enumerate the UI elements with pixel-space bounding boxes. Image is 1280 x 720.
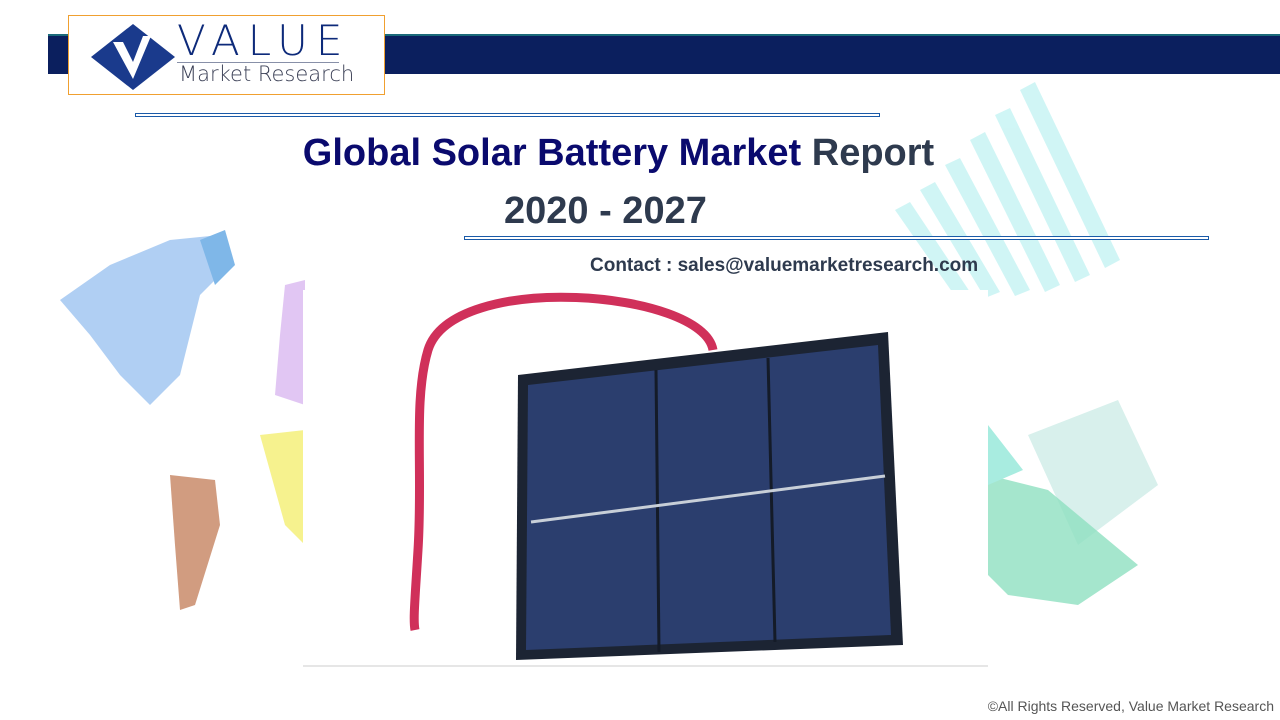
logo-subtitle-text: Market Research [179, 62, 355, 86]
company-logo[interactable]: VALUE Market Research [68, 15, 385, 95]
contact-email[interactable]: Contact : sales@valuemarketresearch.com [590, 255, 979, 276]
pie-chart-graphic [988, 400, 1158, 605]
logo-brand-text: VALUE [177, 16, 351, 65]
copyright-footer: ©All Rights Reserved, Value Market Resea… [987, 698, 1274, 714]
solar-panel-image [303, 290, 988, 668]
logo-divider [177, 62, 339, 63]
title-main: Global Solar Battery Market [302, 132, 802, 174]
value-logo-diamond-icon [91, 24, 175, 90]
bottom-divider [464, 236, 1209, 240]
page-title: Global Solar Battery Market Report [0, 132, 1237, 175]
world-map-graphic [60, 230, 305, 610]
title-suffix: Report [811, 132, 935, 174]
report-years: 2020 - 2027 [504, 190, 707, 232]
top-divider [135, 113, 880, 117]
